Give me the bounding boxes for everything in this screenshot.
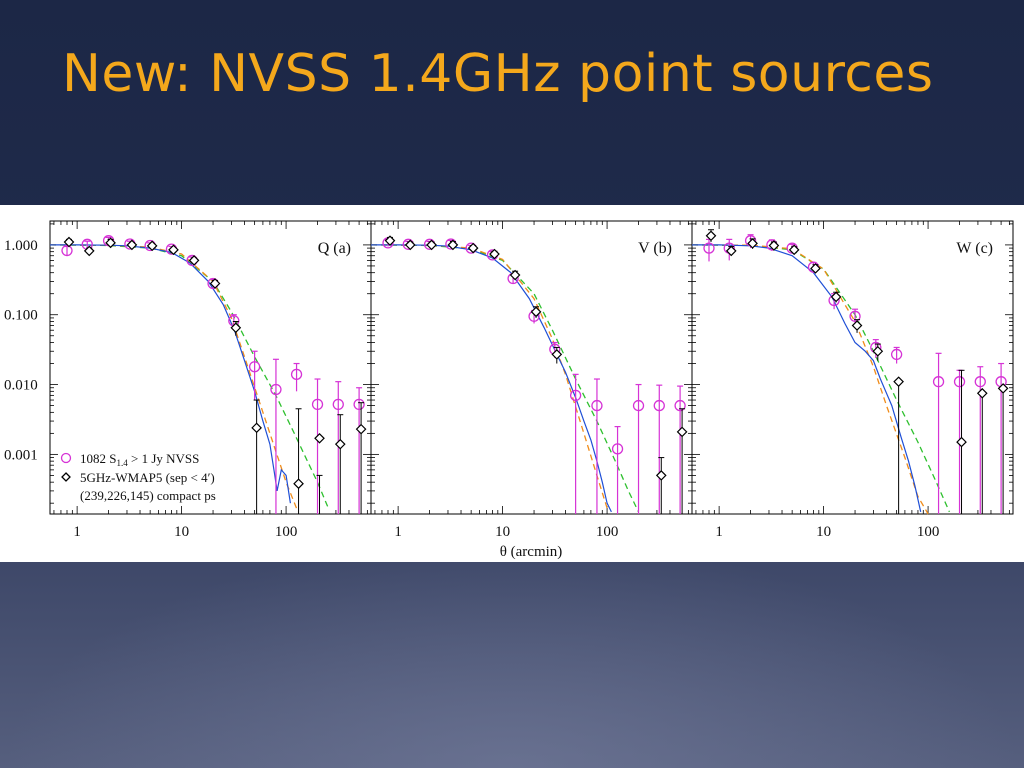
nvss-point <box>61 244 73 257</box>
nvss-point <box>932 376 945 388</box>
wmap-point <box>293 478 304 490</box>
x-tick-label: 100 <box>275 524 298 540</box>
wmap-point <box>509 269 521 281</box>
nvss-point <box>632 399 645 412</box>
nvss-point <box>591 399 603 412</box>
wmap-point <box>976 387 988 399</box>
nvss-point <box>674 399 686 412</box>
wmap-point <box>334 438 346 450</box>
nvss-point <box>248 361 261 373</box>
legend-nvss-label: 1082 S1.4 > 1 Jy NVSS <box>80 451 199 468</box>
panel-label-q: Q (a) <box>318 240 351 257</box>
wmap-point <box>209 278 221 289</box>
slide-title: New: NVSS 1.4GHz point sources <box>62 44 934 104</box>
x-tick-label: 10 <box>816 524 831 540</box>
nvss-point <box>953 376 966 388</box>
wmap-point <box>676 426 688 438</box>
wmap-point <box>105 237 116 249</box>
y-tick-label: 0.010 <box>4 378 38 394</box>
nvss-point <box>890 348 903 361</box>
fit-orange-curve-q <box>49 244 299 513</box>
x-tick-label: 10 <box>174 524 189 540</box>
legend-nvss-marker <box>60 452 72 464</box>
x-tick-label: 1 <box>73 524 81 540</box>
wmap-point <box>63 236 75 248</box>
legend-nvss-label-post: > 1 Jy NVSS <box>128 451 200 466</box>
x-tick-label: 100 <box>917 524 940 540</box>
correlation-chart: θ (arcmin) 1 10 100 1.000 0.100 0.010 0.001 Q (… <box>4 220 1014 560</box>
y-tick-label: 1.000 <box>4 238 38 254</box>
wmap-point <box>251 422 262 434</box>
wmap-point <box>230 322 242 334</box>
beam-profile-curve-w <box>692 244 922 513</box>
wmap-point <box>705 230 717 242</box>
wmap-point <box>768 240 780 251</box>
wmap-point <box>956 436 967 448</box>
fit-orange-curve-v <box>370 244 608 509</box>
wmap-point <box>146 240 158 252</box>
wmap-point <box>830 291 842 303</box>
wmap-point <box>404 239 416 251</box>
wmap-point <box>489 248 500 260</box>
nvss-point <box>703 242 715 254</box>
fit-orange-curve-w <box>691 244 929 515</box>
nvss-point <box>849 310 861 322</box>
wmap-point <box>314 432 325 444</box>
panel-label-v: V (b) <box>638 240 672 257</box>
wmap-point <box>355 423 367 435</box>
nvss-point <box>270 383 282 396</box>
legend-nvss-label-sub: 1.4 <box>116 458 128 468</box>
fit-green-curve-v <box>370 244 640 513</box>
legend: 1082 S1.4 > 1 Jy NVSS 5GHz-WMAP5 (sep < … <box>60 451 216 503</box>
fit-green-curve-q <box>49 244 329 507</box>
wmap-point <box>872 345 884 357</box>
fit-green-curve-w <box>691 244 950 513</box>
nvss-point <box>569 389 582 402</box>
wmap-point <box>810 263 821 274</box>
beam-profile-curve-v <box>371 244 612 513</box>
wmap-point <box>788 244 800 256</box>
nvss-point <box>311 398 324 411</box>
nvss-point <box>653 399 665 412</box>
x-tick-label: 100 <box>596 524 619 540</box>
wmap-point <box>188 255 200 266</box>
x-tick-label: 1 <box>394 524 402 540</box>
wmap-point <box>530 306 542 318</box>
legend-nvss-label-pre: 1082 S <box>80 451 116 466</box>
nvss-point <box>353 398 365 411</box>
y-tick-label: 0.100 <box>4 308 38 324</box>
wmap-point <box>725 245 737 257</box>
wmap-point <box>126 239 138 251</box>
x-tick-label: 1 <box>715 524 723 540</box>
figure-panel: θ (arcmin) 1 10 100 1.000 0.100 0.010 0.001 Q (… <box>0 205 1024 562</box>
background-glow <box>0 538 1024 768</box>
wmap-point <box>168 244 179 256</box>
wmap-point <box>551 349 563 360</box>
x-tick-label: 10 <box>495 524 510 540</box>
nvss-point <box>332 398 344 411</box>
wmap-point <box>384 235 396 247</box>
x-axis-label: θ (arcmin) <box>500 544 563 560</box>
wmap-point <box>83 245 95 257</box>
wmap-point <box>426 239 437 251</box>
plot-frame-v <box>370 220 693 515</box>
wmap-point <box>655 470 667 481</box>
plot-frame-w <box>691 220 1014 515</box>
legend-wmap-sublabel: (239,226,145) compact ps <box>80 488 216 503</box>
nvss-point <box>290 368 303 381</box>
wmap-point <box>851 320 863 331</box>
wmap-point <box>747 238 758 249</box>
nvss-point <box>611 443 624 455</box>
legend-wmap-marker <box>61 472 71 482</box>
nvss-point <box>974 376 986 388</box>
wmap-point <box>893 376 904 388</box>
wmap-point <box>447 239 459 251</box>
wmap-point <box>997 383 1009 394</box>
wmap-point <box>467 242 479 254</box>
panel-label-w: W (c) <box>956 240 993 257</box>
legend-wmap-label: 5GHz-WMAP5 (sep < 4′) <box>80 470 215 485</box>
y-tick-label: 0.001 <box>4 447 38 463</box>
